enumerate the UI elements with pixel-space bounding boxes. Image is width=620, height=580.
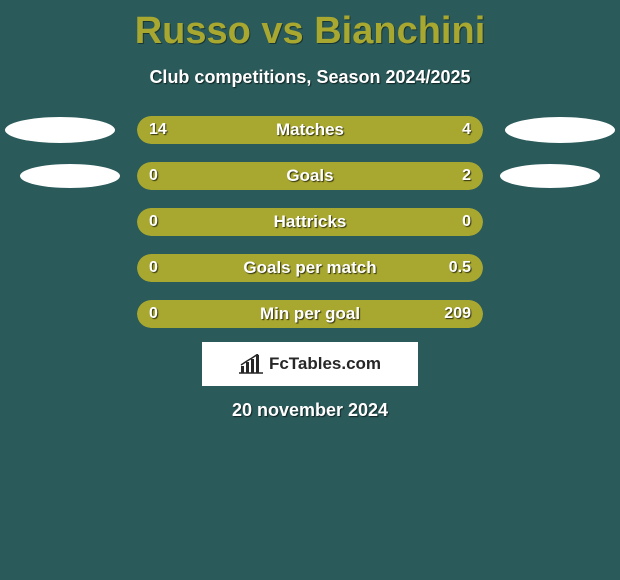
bar-track: Hattricks00 bbox=[137, 208, 483, 236]
bar-right-fill bbox=[158, 254, 483, 282]
bar-chart-icon bbox=[239, 354, 263, 374]
stat-row: Hattricks00 bbox=[0, 208, 620, 236]
bar-right-fill bbox=[158, 300, 483, 328]
bar-left-fill bbox=[137, 116, 393, 144]
stat-row: Goals per match00.5 bbox=[0, 254, 620, 282]
page-title: Russo vs Bianchini bbox=[0, 0, 620, 53]
bar-track: Min per goal0209 bbox=[137, 300, 483, 328]
bar-track: Matches144 bbox=[137, 116, 483, 144]
bar-left-fill bbox=[137, 208, 483, 236]
logo-box: FcTables.com bbox=[202, 342, 418, 386]
stat-row: Matches144 bbox=[0, 116, 620, 144]
bar-track: Goals02 bbox=[137, 162, 483, 190]
left-ellipse bbox=[5, 117, 115, 143]
bar-right-fill bbox=[393, 116, 483, 144]
stat-row: Goals02 bbox=[0, 162, 620, 190]
logo: FcTables.com bbox=[239, 354, 381, 374]
subtitle: Club competitions, Season 2024/2025 bbox=[0, 67, 620, 88]
bar-track: Goals per match00.5 bbox=[137, 254, 483, 282]
left-ellipse bbox=[20, 164, 120, 188]
date-line: 20 november 2024 bbox=[0, 400, 620, 421]
stat-row: Min per goal0209 bbox=[0, 300, 620, 328]
comparison-chart: Matches144 Goals02 Hattricks00 Goals per ma… bbox=[0, 116, 620, 328]
bar-right-fill bbox=[199, 162, 483, 190]
logo-text: FcTables.com bbox=[269, 354, 381, 374]
bar-left-fill bbox=[137, 300, 158, 328]
bar-left-fill bbox=[137, 162, 199, 190]
right-ellipse bbox=[505, 117, 615, 143]
bar-left-fill bbox=[137, 254, 158, 282]
right-ellipse bbox=[500, 164, 600, 188]
